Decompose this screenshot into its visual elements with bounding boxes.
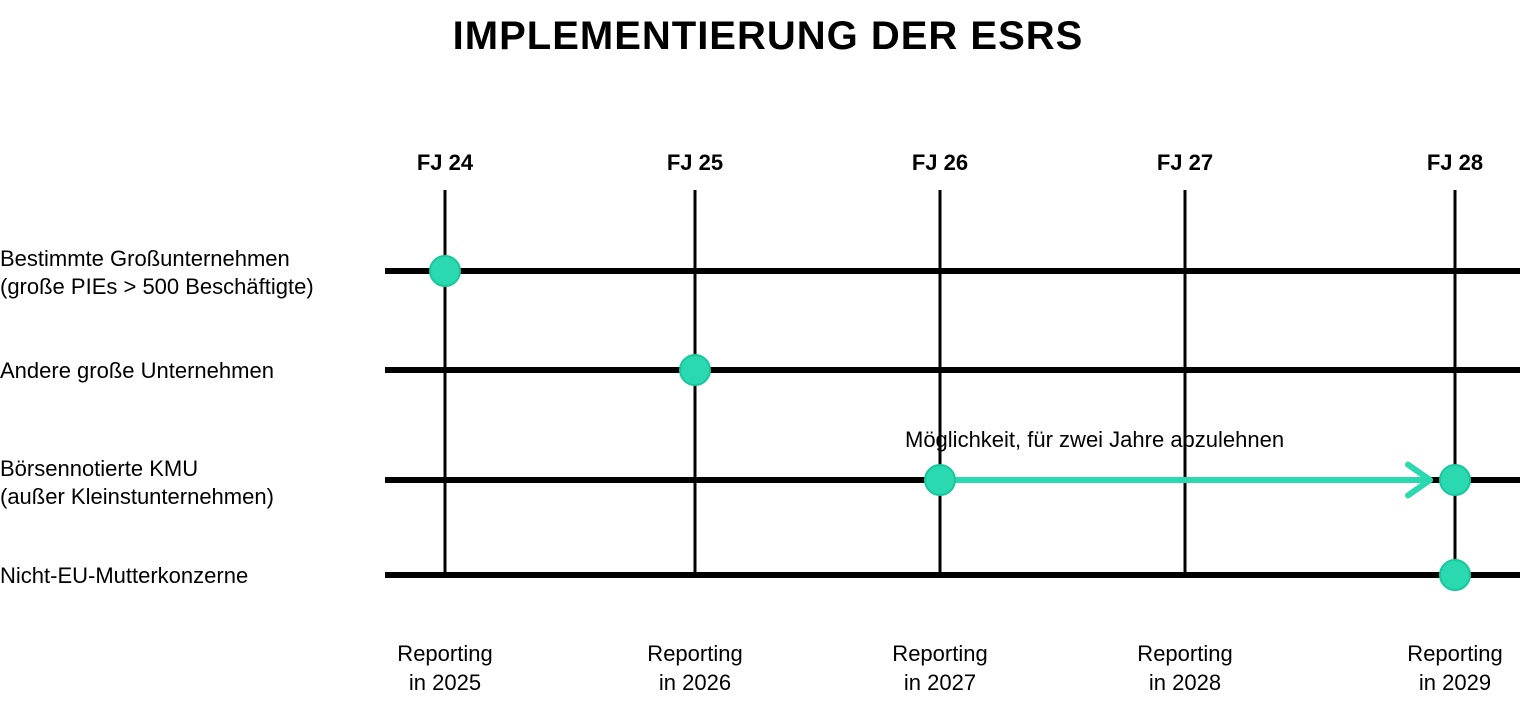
row-label-0: Bestimmte Großunternehmen(große PIEs > 5… [0,245,314,300]
fj-label-4: FJ 28 [1427,150,1483,176]
opt-out-note: Möglichkeit, für zwei Jahre abzulehnen [905,427,1284,453]
row-label-1: Andere große Unternehmen [0,357,274,385]
milestone-dot-3 [1440,465,1470,495]
fj-label-2: FJ 26 [912,150,968,176]
fj-label-3: FJ 27 [1157,150,1213,176]
reporting-label-3: Reportingin 2028 [1137,640,1232,697]
milestone-dot-2 [925,465,955,495]
milestone-dot-4 [1440,560,1470,590]
milestone-dot-0 [430,256,460,286]
fj-label-1: FJ 25 [667,150,723,176]
timeline-chart [0,0,1536,706]
reporting-label-1: Reportingin 2026 [647,640,742,697]
reporting-label-0: Reportingin 2025 [397,640,492,697]
reporting-label-4: Reportingin 2029 [1407,640,1502,697]
row-label-2: Börsennotierte KMU(außer Kleinstunterneh… [0,455,274,510]
reporting-label-2: Reportingin 2027 [892,640,987,697]
milestone-dot-1 [680,355,710,385]
row-label-3: Nicht-EU-Mutterkonzerne [0,562,248,590]
fj-label-0: FJ 24 [417,150,473,176]
